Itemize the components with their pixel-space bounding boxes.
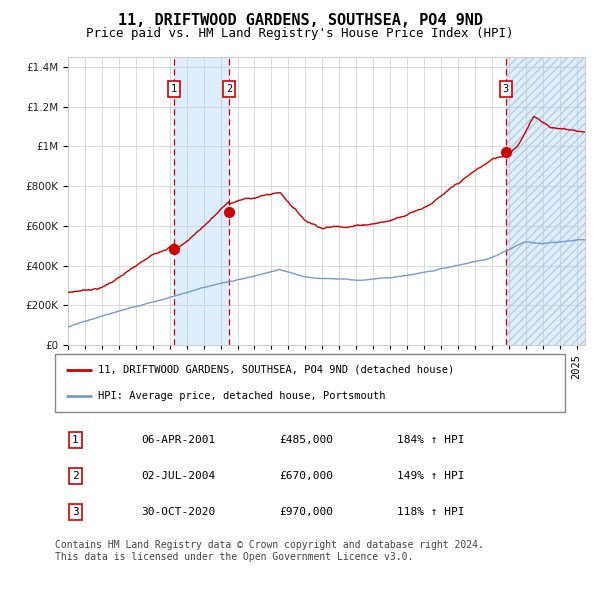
- Text: £485,000: £485,000: [280, 435, 334, 445]
- Text: 2: 2: [226, 84, 232, 94]
- Text: 184% ↑ HPI: 184% ↑ HPI: [397, 435, 464, 445]
- Text: 11, DRIFTWOOD GARDENS, SOUTHSEA, PO4 9ND: 11, DRIFTWOOD GARDENS, SOUTHSEA, PO4 9ND: [118, 13, 482, 28]
- Bar: [174, 57, 229, 345]
- Bar: [506, 57, 585, 345]
- Text: £970,000: £970,000: [280, 507, 334, 517]
- Text: 30-OCT-2020: 30-OCT-2020: [142, 507, 216, 517]
- Text: 3: 3: [72, 507, 79, 517]
- Text: HPI: Average price, detached house, Portsmouth: HPI: Average price, detached house, Port…: [98, 391, 386, 401]
- Text: 3: 3: [503, 84, 509, 94]
- Text: 1: 1: [72, 435, 79, 445]
- Text: 11, DRIFTWOOD GARDENS, SOUTHSEA, PO4 9ND (detached house): 11, DRIFTWOOD GARDENS, SOUTHSEA, PO4 9ND…: [98, 365, 455, 375]
- Text: 06-APR-2001: 06-APR-2001: [142, 435, 216, 445]
- Bar: [506, 57, 585, 345]
- Text: 149% ↑ HPI: 149% ↑ HPI: [397, 471, 464, 481]
- Text: 02-JUL-2004: 02-JUL-2004: [142, 471, 216, 481]
- Text: 1: 1: [171, 84, 178, 94]
- Text: £670,000: £670,000: [280, 471, 334, 481]
- Text: 2: 2: [72, 471, 79, 481]
- Text: 118% ↑ HPI: 118% ↑ HPI: [397, 507, 464, 517]
- Text: Price paid vs. HM Land Registry's House Price Index (HPI): Price paid vs. HM Land Registry's House …: [86, 27, 514, 40]
- Text: Contains HM Land Registry data © Crown copyright and database right 2024.
This d: Contains HM Land Registry data © Crown c…: [55, 540, 484, 562]
